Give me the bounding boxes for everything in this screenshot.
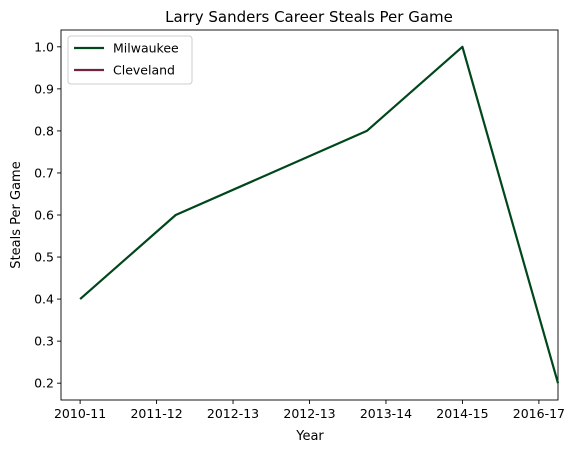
plot-frame	[60, 29, 559, 401]
series-layer	[79, 45, 560, 384]
chart-title: Larry Sanders Career Steals Per Game	[165, 8, 453, 26]
y-tick-label: 0.3	[34, 334, 54, 349]
plot-area	[60, 29, 559, 401]
series-line-milwaukee	[79, 45, 560, 384]
x-tick-label: 2012-13	[207, 406, 259, 421]
y-axis: 0.2 0.3 0.4 0.5 0.6 0.7 0.8 0.9 1.0	[34, 39, 61, 391]
y-tick-label: 0.4	[34, 292, 54, 307]
y-tick-label: 1.0	[34, 39, 54, 54]
y-axis-label: Steals Per Game	[9, 161, 24, 268]
y-tick-label: 0.8	[34, 123, 54, 138]
x-tick-label: 2014-15	[436, 406, 488, 421]
x-tick-label: 2010-11	[54, 406, 106, 421]
y-tick-label: 0.5	[34, 250, 54, 265]
y-tick-label: 0.6	[34, 208, 54, 223]
x-axis-label: Year	[295, 429, 324, 444]
x-tick-label: 2016-17	[513, 406, 565, 421]
y-tick-label: 0.7	[34, 165, 54, 180]
x-tick-label: 2013-14	[360, 406, 412, 421]
x-axis: 2010-11 2011-12 2012-13 2012-13 2013-14 2014-…	[54, 400, 565, 421]
legend-label: Cleveland	[113, 63, 175, 78]
y-tick-label: 0.9	[34, 81, 54, 96]
legend-label: Milwaukee	[113, 41, 179, 56]
y-tick-label: 0.2	[34, 376, 54, 391]
x-tick-label: 2011-12	[130, 406, 182, 421]
x-tick-label: 2012-13	[283, 406, 335, 421]
legend: Milwaukee Cleveland	[67, 35, 193, 85]
